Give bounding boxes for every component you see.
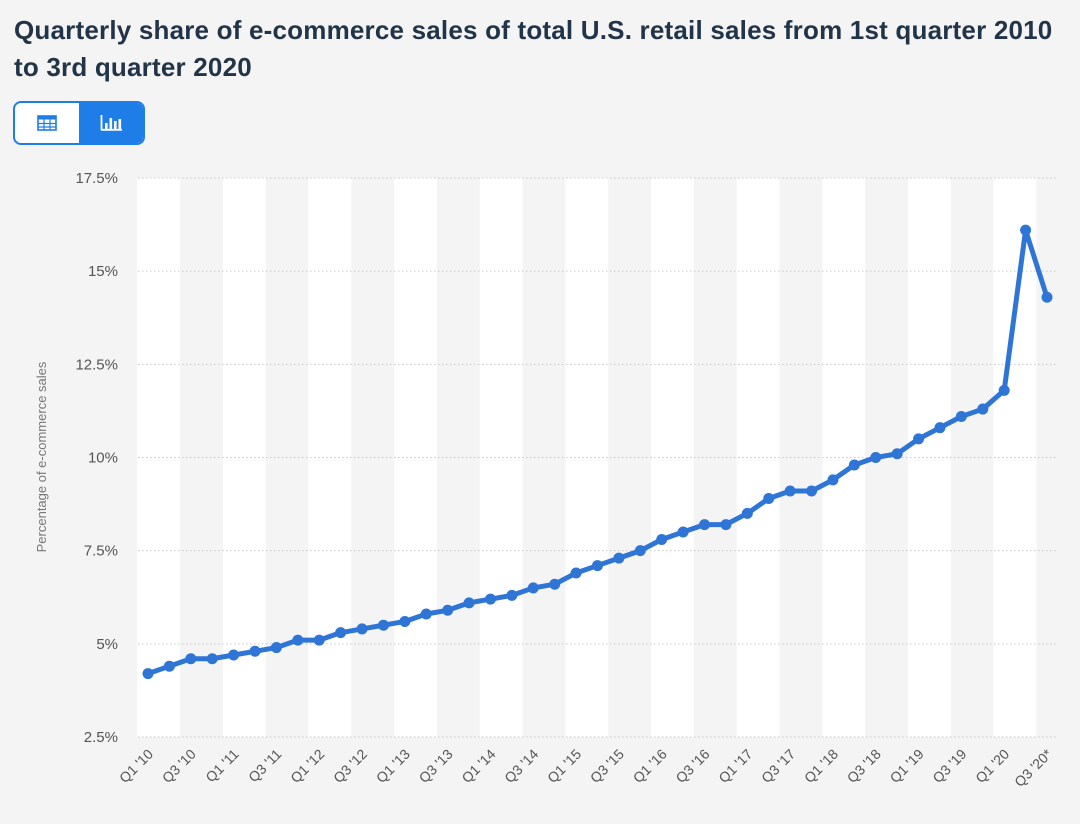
x-tick-label: Q3 '17: [758, 746, 798, 786]
table-view-button[interactable]: [15, 103, 79, 143]
x-tick-label: Q3 '16: [672, 746, 712, 786]
y-tick-label: 7.5%: [84, 543, 118, 560]
data-point[interactable]: [592, 560, 603, 572]
x-tick-label: Q1 '16: [630, 746, 670, 786]
data-point[interactable]: [891, 448, 903, 460]
y-tick-label: 2.5%: [84, 729, 118, 746]
x-tick-label: Q3 '19: [929, 746, 969, 786]
data-point[interactable]: [870, 452, 882, 463]
data-point[interactable]: [741, 507, 753, 519]
data-point[interactable]: [463, 597, 475, 609]
x-tick-label: Q1 '17: [715, 746, 755, 786]
data-point[interactable]: [1041, 291, 1053, 303]
x-tick-label: Q3 '18: [844, 746, 884, 786]
data-point[interactable]: [827, 474, 839, 486]
data-point[interactable]: [848, 459, 860, 471]
data-point[interactable]: [484, 593, 496, 605]
table-icon: [37, 115, 57, 131]
data-point[interactable]: [934, 422, 946, 434]
data-point[interactable]: [634, 545, 646, 557]
view-toggle: [13, 101, 145, 145]
data-point[interactable]: [163, 660, 175, 672]
data-point[interactable]: [763, 492, 775, 504]
y-tick-label: 10%: [88, 450, 118, 467]
y-tick-label: 15%: [88, 263, 118, 280]
x-tick-label: Q1 '14: [458, 746, 498, 786]
data-point[interactable]: [806, 485, 818, 497]
data-point[interactable]: [527, 582, 539, 594]
y-tick-label: 17.5%: [75, 170, 118, 187]
x-tick-label: Q3 '13: [416, 746, 456, 786]
data-point[interactable]: [206, 653, 218, 665]
data-point[interactable]: [677, 526, 689, 538]
data-point[interactable]: [228, 649, 240, 661]
y-tick-label: 12.5%: [75, 356, 118, 373]
data-point[interactable]: [249, 645, 261, 657]
x-tick-label: Q1 '19: [887, 746, 927, 786]
data-point[interactable]: [955, 411, 967, 423]
x-tick-label: Q3 '20*: [1011, 745, 1055, 789]
x-tick-label: Q1 '10: [116, 746, 156, 786]
x-tick-label: Q1 '15: [544, 746, 584, 786]
data-point[interactable]: [656, 533, 668, 545]
data-point[interactable]: [185, 653, 197, 665]
data-point[interactable]: [313, 634, 325, 646]
data-point[interactable]: [1020, 224, 1032, 236]
data-point[interactable]: [613, 552, 625, 564]
data-point[interactable]: [377, 619, 389, 631]
x-tick-label: Q3 '11: [245, 746, 285, 786]
data-point[interactable]: [913, 433, 925, 445]
data-point[interactable]: [420, 608, 432, 620]
chart-view-button[interactable]: [79, 103, 143, 143]
data-point[interactable]: [784, 485, 796, 497]
x-tick-label: Q3 '12: [330, 746, 370, 786]
x-tick-label: Q1 '18: [801, 746, 841, 786]
x-tick-label: Q1 '12: [287, 746, 327, 786]
x-tick-label: Q1 '20: [972, 746, 1012, 786]
data-point[interactable]: [699, 519, 711, 531]
data-point[interactable]: [442, 604, 454, 616]
data-point[interactable]: [720, 519, 732, 531]
data-point[interactable]: [356, 623, 368, 635]
data-point[interactable]: [998, 384, 1010, 396]
data-point[interactable]: [977, 403, 989, 415]
data-point[interactable]: [270, 642, 282, 654]
x-tick-label: Q1 '13: [373, 746, 413, 786]
chart-title: Quarterly share of e-commerce sales of t…: [14, 15, 1053, 82]
data-point[interactable]: [142, 668, 154, 680]
year-band: [822, 178, 866, 737]
data-point[interactable]: [549, 578, 561, 590]
x-tick-label: Q3 '15: [587, 746, 627, 786]
data-point[interactable]: [506, 589, 518, 601]
x-tick-label: Q3 '14: [501, 746, 541, 786]
data-point[interactable]: [335, 627, 347, 639]
data-point[interactable]: [399, 615, 411, 627]
data-point[interactable]: [292, 634, 304, 646]
x-tick-label: Q3 '10: [159, 746, 199, 786]
bar-chart-icon: [100, 115, 122, 131]
y-axis-label: Percentage of e-commerce sales: [34, 361, 49, 552]
data-point[interactable]: [570, 567, 582, 579]
x-tick-label: Q1 '11: [202, 746, 242, 786]
y-tick-label: 5%: [96, 636, 118, 653]
year-band: [394, 178, 437, 737]
